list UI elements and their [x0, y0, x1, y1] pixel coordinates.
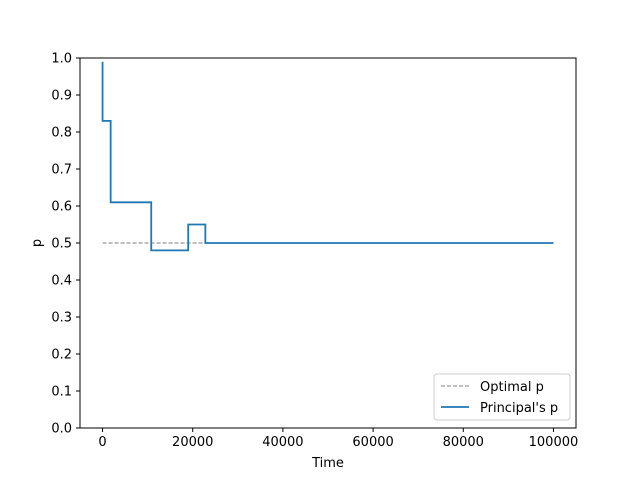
y-tick-label: 0.5	[51, 237, 72, 252]
y-tick-label: 0.9	[51, 89, 72, 104]
y-axis-label: p	[30, 239, 45, 247]
x-axis-label: Time	[311, 456, 344, 471]
legend-label-optimal-p: Optimal p	[480, 380, 544, 395]
y-tick-label: 0.6	[51, 200, 72, 215]
legend: Optimal p Principal's p	[433, 373, 571, 421]
y-tick-label: 0.0	[51, 422, 72, 437]
y-tick-label: 1.0	[51, 52, 72, 67]
x-tick-label: 60000	[352, 435, 393, 450]
x-axis-ticks: 0 20000 40000 60000 80000 100000	[98, 428, 578, 450]
series-line-principals-p	[101, 61, 554, 252]
y-tick-label: 0.3	[51, 311, 72, 326]
x-tick-label: 0	[98, 435, 106, 450]
y-axis-ticks: 0.0 0.1 0.2 0.3 0.4 0.5 0.6 0.7 0.8 0.9 1.0	[51, 52, 80, 437]
legend-label-principals-p: Principal's p	[480, 401, 558, 416]
y-tick-label: 0.7	[51, 163, 72, 178]
y-tick-label: 0.4	[51, 274, 72, 289]
y-tick-label: 0.2	[51, 348, 72, 363]
y-tick-label: 0.1	[51, 385, 72, 400]
x-tick-label: 20000	[172, 435, 213, 450]
series-layer	[101, 61, 554, 252]
x-tick-label: 100000	[529, 435, 579, 450]
y-tick-label: 0.8	[51, 126, 72, 141]
x-tick-label: 80000	[443, 435, 484, 450]
x-tick-label: 40000	[262, 435, 303, 450]
